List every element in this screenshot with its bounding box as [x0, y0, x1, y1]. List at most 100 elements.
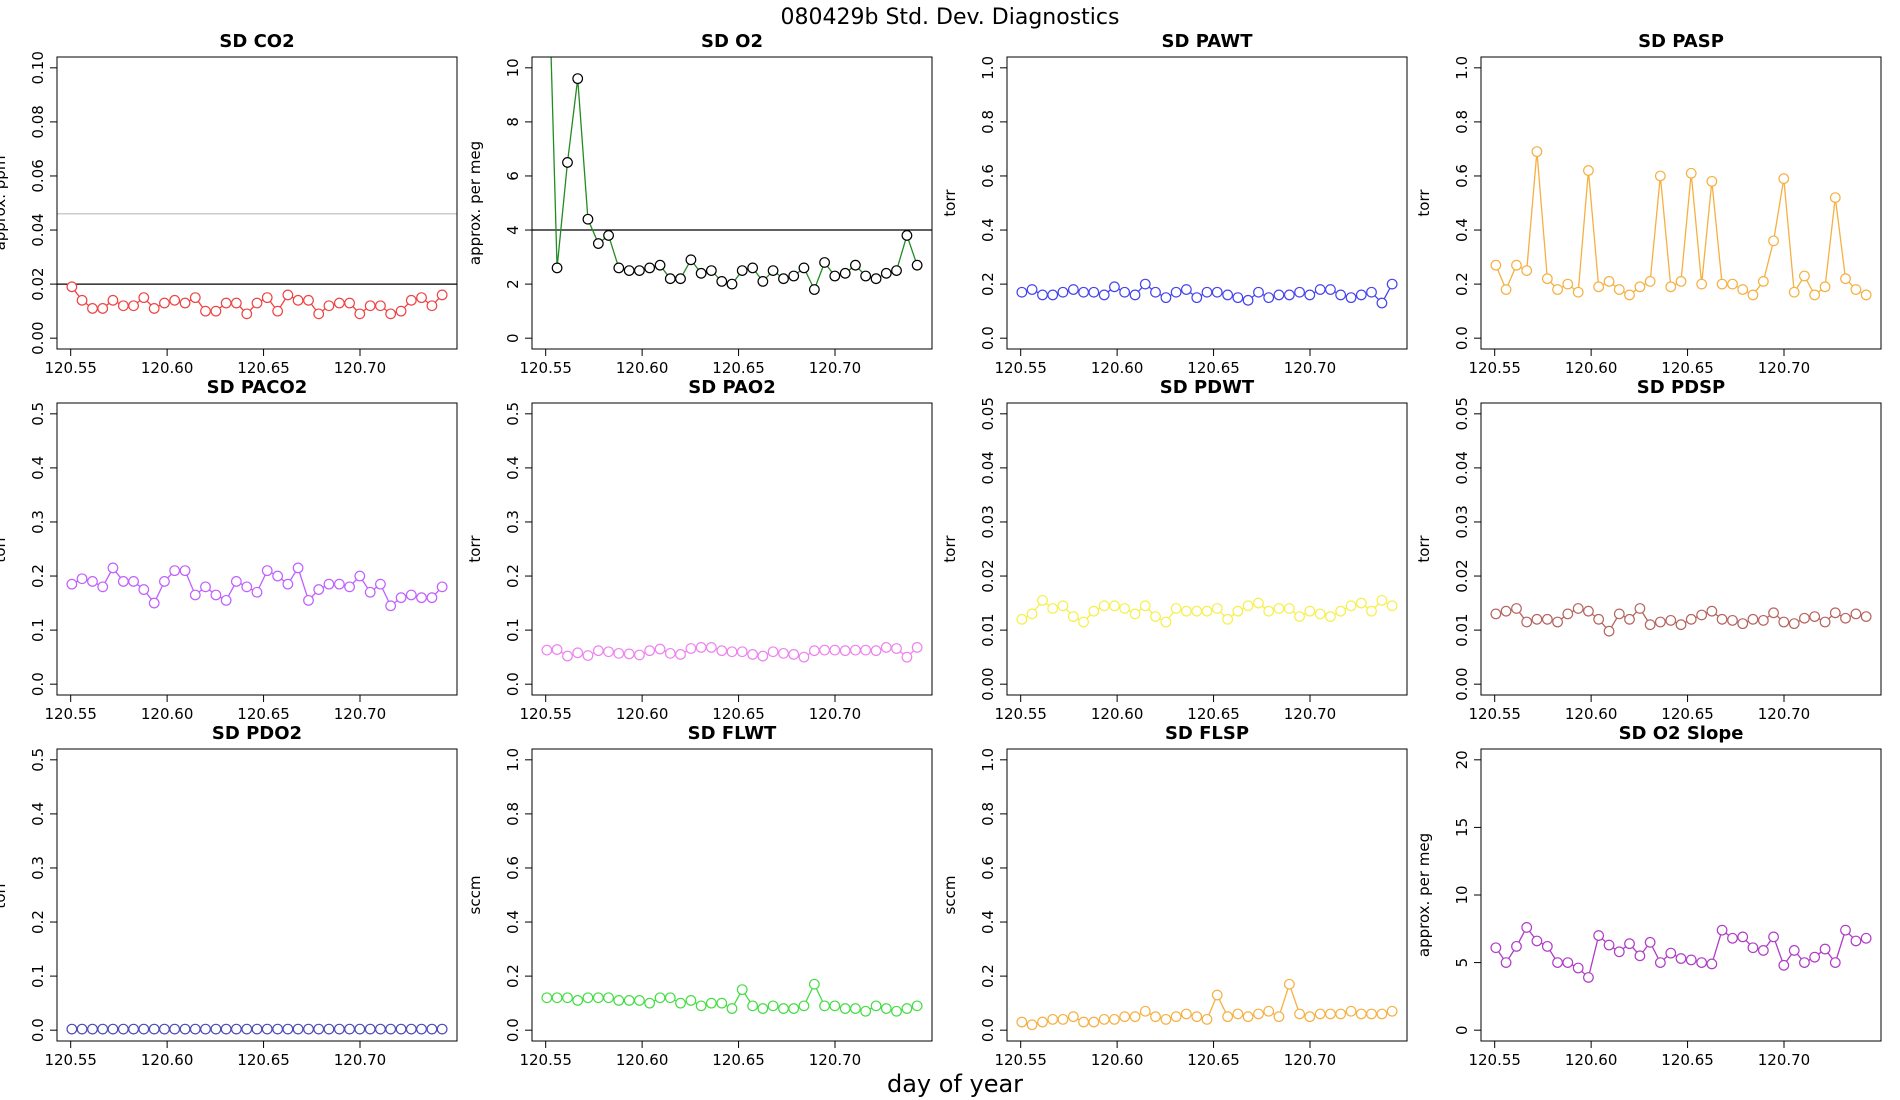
data-point: [778, 647, 789, 659]
data-point: [169, 1023, 181, 1035]
data-point: [1253, 286, 1264, 298]
data-point: [1078, 286, 1089, 298]
data-point: [405, 1023, 417, 1035]
data-point: [1026, 1019, 1038, 1031]
data-point: [1037, 594, 1048, 606]
data-point: [1562, 608, 1574, 620]
data-point: [911, 259, 923, 271]
data-point: [1819, 943, 1831, 955]
data-point: [395, 1023, 407, 1035]
data-point: [272, 570, 284, 582]
data-point: [354, 308, 366, 320]
data-point: [426, 300, 438, 312]
data-point: [1263, 1005, 1275, 1017]
panel-title: SD FLSP: [1165, 723, 1249, 744]
data-point: [416, 292, 427, 304]
panel-title: SD O2: [701, 31, 763, 52]
data-point: [685, 995, 697, 1006]
data-point: [1819, 616, 1831, 628]
data-point: [901, 230, 913, 241]
x-tick-label: 120.65: [1187, 1051, 1240, 1069]
data-point: [1139, 1005, 1151, 1017]
y-axis-label: torr: [0, 881, 9, 909]
x-axis-label: day of year: [887, 1070, 1023, 1098]
data-point: [1263, 292, 1275, 304]
data-point: [375, 300, 386, 312]
data-point: [1325, 284, 1336, 295]
data-point: [747, 1000, 759, 1012]
data-point: [210, 305, 222, 317]
y-tick-label: 0.3: [504, 510, 522, 534]
data-point: [798, 1000, 810, 1012]
data-point: [1129, 289, 1141, 301]
data-point: [1376, 1008, 1388, 1020]
x-tick-label: 120.55: [994, 359, 1047, 377]
panel-title: SD CO2: [219, 31, 294, 52]
x-tick-label: 120.60: [1091, 705, 1144, 723]
x-tick-label: 120.60: [1091, 359, 1144, 377]
data-point: [1345, 600, 1357, 612]
y-tick-label: 0.03: [1453, 505, 1471, 538]
data-point: [1654, 170, 1666, 182]
data-point: [189, 589, 201, 601]
data-point: [1727, 278, 1738, 290]
data-point: [1644, 619, 1656, 631]
data-point: [664, 992, 676, 1004]
data-point: [1088, 1016, 1100, 1028]
data-point: [1211, 286, 1223, 298]
data-point: [541, 992, 553, 1004]
data-point: [1490, 259, 1502, 271]
data-point: [1314, 608, 1326, 620]
data-point: [1757, 614, 1769, 626]
data-point: [1170, 286, 1182, 298]
data-point: [117, 1023, 129, 1035]
data-point: [1685, 167, 1697, 179]
data-point: [1850, 935, 1862, 947]
data-point: [767, 646, 779, 658]
plot-frame: [531, 402, 933, 696]
data-point: [1283, 978, 1295, 990]
data-point: [128, 1023, 139, 1035]
x-tick-label: 120.70: [809, 359, 862, 377]
data-point: [1037, 289, 1048, 301]
y-tick-label: 0.5: [504, 402, 522, 426]
data-point: [1531, 935, 1543, 947]
panel-title: SD PASP: [1638, 31, 1724, 52]
data-point: [1016, 1016, 1028, 1028]
data-point: [364, 1023, 376, 1035]
y-tick-label: 4: [504, 225, 522, 235]
y-tick-label: 0.4: [1453, 218, 1471, 242]
data-point: [1201, 286, 1213, 298]
panel: SD PDSP torr 120.55 120.60 120.65 120.70 0.00 0…: [1415, 377, 1882, 723]
data-point: [76, 1023, 88, 1035]
data-point: [261, 292, 273, 304]
y-tick-label: 8: [504, 117, 522, 127]
data-point: [303, 594, 314, 606]
data-point: [1366, 1008, 1377, 1020]
x-tick-label: 120.55: [44, 1051, 97, 1069]
data-point: [1644, 276, 1656, 287]
data-point: [323, 300, 335, 312]
data-point: [230, 576, 242, 587]
data-point: [128, 300, 139, 312]
data-point: [1757, 945, 1769, 956]
data-point: [1067, 1011, 1079, 1023]
y-tick-label: 0.06: [29, 159, 47, 192]
data-point: [282, 1023, 294, 1035]
data-point: [1860, 932, 1872, 944]
data-point: [1191, 1011, 1203, 1023]
data-point: [1603, 276, 1615, 287]
data-point: [551, 644, 563, 655]
data-point: [1242, 1011, 1254, 1023]
data-point: [138, 292, 150, 304]
data-point: [850, 644, 861, 656]
data-point: [1747, 289, 1759, 301]
data-point: [705, 642, 717, 653]
y-axis-label: approx. per meg: [466, 141, 484, 265]
data-point: [1716, 278, 1728, 290]
data-point: [1232, 605, 1244, 617]
y-tick-label: 10: [504, 58, 522, 77]
data-point: [200, 305, 211, 317]
data-point: [1355, 597, 1367, 609]
x-tick-label: 120.55: [1468, 359, 1521, 377]
